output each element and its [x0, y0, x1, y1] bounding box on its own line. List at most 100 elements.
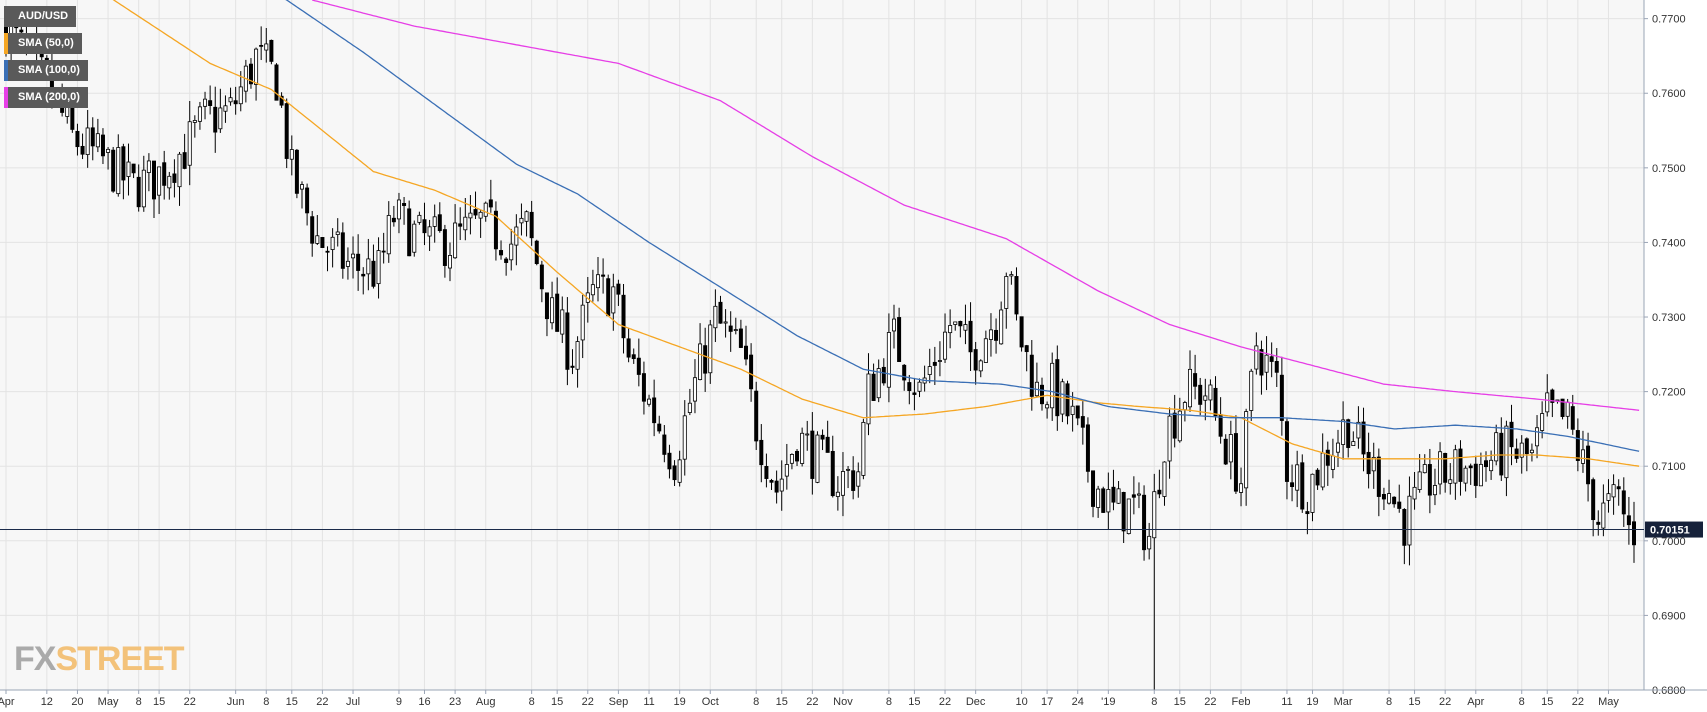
- y-tick-label: 0.6900: [1652, 610, 1686, 622]
- candle-body: [1004, 276, 1009, 309]
- candle-body: [1080, 416, 1085, 428]
- candle-body: [1509, 421, 1514, 448]
- candle-body: [1193, 373, 1198, 387]
- candle-body: [437, 214, 442, 232]
- legend-swatch-sma-100: [4, 60, 8, 81]
- candle-body: [764, 466, 769, 479]
- candle-body: [1208, 384, 1213, 401]
- candle-body: [463, 216, 468, 231]
- candle-body: [657, 423, 662, 432]
- candle-body: [897, 317, 902, 362]
- x-tick-label: 15: [551, 696, 563, 708]
- candle-body: [1412, 486, 1417, 500]
- candle-body: [167, 175, 172, 189]
- candle-body: [1540, 413, 1545, 431]
- candle-body: [187, 121, 192, 166]
- candle-body: [442, 229, 447, 266]
- candle-body: [182, 152, 187, 169]
- x-tick-label: 22: [1204, 696, 1216, 708]
- y-tick-label: 0.7300: [1652, 312, 1686, 324]
- legend-sma-50: SMA (50,0): [4, 33, 82, 54]
- candle-body: [126, 161, 131, 177]
- candle-body: [289, 149, 294, 160]
- x-tick-label: 22: [316, 696, 328, 708]
- candle-body: [228, 97, 233, 103]
- candle-body: [672, 465, 677, 481]
- candle-body: [1228, 434, 1233, 463]
- candle-body: [407, 208, 412, 257]
- x-tick-label: 15: [1541, 696, 1553, 708]
- candle-body: [279, 95, 284, 106]
- candle-body: [1560, 398, 1565, 417]
- candle-body: [427, 226, 432, 237]
- current-price-label: 0.70151: [1650, 525, 1690, 537]
- candle-body: [1305, 511, 1310, 515]
- candle-body: [269, 39, 274, 62]
- x-tick-label: 20: [71, 696, 83, 708]
- candle-body: [1591, 479, 1596, 521]
- candle-body: [335, 231, 340, 235]
- candle-body: [1586, 445, 1591, 485]
- candle-body: [580, 304, 585, 341]
- candle-body: [932, 361, 937, 366]
- candle-body: [1290, 482, 1295, 487]
- candle-body: [468, 212, 473, 219]
- candle-body: [1463, 467, 1468, 484]
- candle-body: [371, 260, 376, 287]
- candle-body: [876, 368, 881, 399]
- legend-swatch-sma-200: [4, 87, 8, 108]
- candle-body: [141, 169, 146, 208]
- candle-body: [718, 301, 723, 324]
- current-price-marker: 0.70151: [0, 521, 1703, 538]
- candle-body: [774, 480, 779, 493]
- candle-body: [1040, 384, 1045, 405]
- candle-body: [978, 360, 983, 372]
- candle-body: [983, 338, 988, 363]
- legend-pair: AUD/USD: [4, 6, 77, 27]
- candle-body: [769, 480, 774, 483]
- candle-body: [386, 215, 391, 255]
- candle-body: [1529, 449, 1534, 454]
- candle-body: [1407, 495, 1412, 546]
- candle-body: [1182, 402, 1187, 411]
- candle-body: [698, 343, 703, 380]
- candle-body: [687, 402, 692, 413]
- x-tick-label: Jun: [227, 696, 245, 708]
- x-tick-label: 22: [939, 696, 951, 708]
- y-tick-label: 0.7500: [1652, 163, 1686, 175]
- candle-body: [310, 216, 315, 244]
- candle-body: [1147, 535, 1152, 550]
- candle-body: [351, 253, 356, 259]
- x-tick-label: 8: [529, 696, 535, 708]
- candle-body: [840, 471, 845, 496]
- candle-body: [223, 105, 228, 112]
- x-tick-label: Jul: [346, 696, 360, 708]
- candle-body: [299, 184, 304, 190]
- x-tick-label: '19: [1101, 696, 1115, 708]
- x-axis: Apr 12 20 May 8 15 22 Jun 8 15 22 Jul 9 16 23 Aug 8 15 22 S…: [0, 689, 1707, 708]
- candle-body: [1417, 471, 1422, 490]
- candle-body: [616, 283, 621, 295]
- candle-body: [1244, 411, 1249, 489]
- candle-body: [1091, 470, 1096, 507]
- candle-body: [1519, 442, 1524, 458]
- candle-body: [146, 160, 151, 173]
- candle-body: [106, 148, 111, 153]
- candle-body: [1535, 427, 1540, 447]
- candle-body: [1131, 494, 1136, 498]
- candle-body: [1279, 374, 1284, 421]
- candle-body: [80, 145, 85, 155]
- candle-body: [927, 366, 932, 375]
- candle-body: [162, 162, 167, 186]
- candle-body: [483, 202, 488, 217]
- x-tick-label: Oct: [702, 696, 719, 708]
- candle-body: [75, 130, 80, 148]
- candle-body: [560, 309, 565, 335]
- candle-body: [963, 324, 968, 331]
- candle-body: [1632, 521, 1637, 546]
- x-tick-label: 15: [776, 696, 788, 708]
- candle-body: [851, 470, 856, 491]
- legend: AUD/USD SMA (50,0) SMA (100,0) SMA (200,…: [4, 6, 88, 114]
- x-tick-label: Feb: [1232, 696, 1251, 708]
